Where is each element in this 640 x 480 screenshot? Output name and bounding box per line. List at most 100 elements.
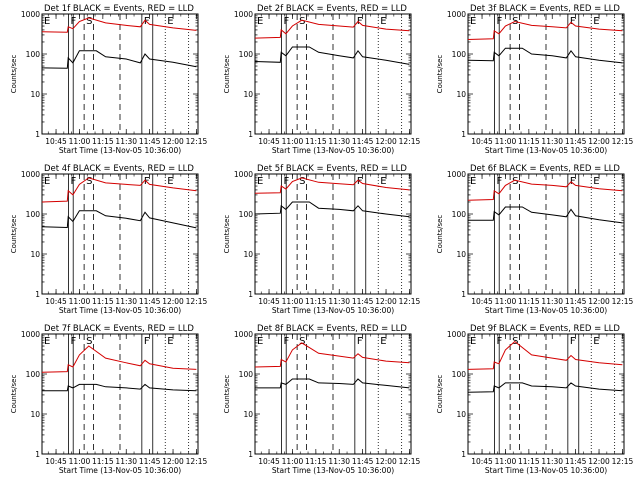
events-series-line [41,210,197,229]
x-tick-label: 11:30 [328,297,350,306]
y-axis-label: Counts/sec [436,215,444,254]
interval-marker-label: E [44,16,50,27]
panel-title: Det 7f BLACK = Events, RED = LLD [44,324,194,334]
panel-det-1: Det 1f BLACK = Events, RED = LLD 1 10 100 10… [10,4,207,155]
panel-det-3: Det 3f BLACK = Events, RED = LLD 1 10 100 10… [436,4,633,155]
y-axis-label: Counts/sec [10,375,18,414]
panel-det-9: Det 9f BLACK = Events, RED = LLD 1 10 100 10… [436,324,633,475]
interval-marker-label: F [357,16,363,27]
x-tick-label: 11:15 [92,297,114,306]
events-series-line [41,50,197,69]
x-tick-label: 10:45 [45,457,67,466]
lld-series-line [41,17,197,33]
y-tick-label: 10 [30,410,40,419]
interval-marker-label: E [257,336,263,347]
x-tick-label: 12:00 [588,137,610,146]
panel-title: Det 2f BLACK = Events, RED = LLD [257,4,407,14]
x-tick-label: 11:30 [115,137,137,146]
y-tick-label: 10 [456,90,466,99]
interval-marker-label: S [299,336,305,347]
interval-marker-label: E [470,336,476,347]
x-tick-label: 11:45 [352,457,374,466]
y-tick-label: 1 [35,130,40,139]
y-tick-label: 1000 [21,330,40,339]
interval-marker-label: F [570,16,576,27]
y-tick-label: 10 [243,250,253,259]
interval-marker-label: E [593,16,599,27]
interval-marker-label: E [380,336,386,347]
interval-marker-label: S [86,176,92,187]
interval-marker-label: E [380,16,386,27]
x-tick-label: 10:45 [258,457,280,466]
y-tick-label: 1 [461,450,466,459]
lld-series-line [467,20,623,40]
y-tick-label: 100 [26,50,41,59]
panel-det-7: Det 7f BLACK = Events, RED = LLD 1 10 100 10… [10,324,207,475]
x-axis-label: Start Time (13-Nov-05 10:36:00) [59,306,181,315]
x-axis-label: Start Time (13-Nov-05 10:36:00) [272,306,394,315]
panel-title: Det 6f BLACK = Events, RED = LLD [470,164,620,174]
x-tick-label: 11:45 [139,297,161,306]
x-tick-label: 11:45 [352,137,374,146]
y-tick-label: 100 [452,50,467,59]
panel-title: Det 1f BLACK = Events, RED = LLD [44,4,194,14]
y-tick-label: 1 [461,290,466,299]
x-tick-label: 12:15 [186,137,208,146]
interval-marker-label: E [167,176,173,187]
events-series-line [467,382,623,393]
y-axis-label: Counts/sec [10,215,18,254]
x-tick-label: 11:15 [518,137,540,146]
panel-det-8: Det 8f BLACK = Events, RED = LLD 1 10 100 10… [223,324,420,475]
x-tick-label: 12:00 [162,457,184,466]
x-tick-label: 11:30 [541,297,563,306]
x-tick-label: 12:00 [588,457,610,466]
x-tick-label: 10:45 [45,297,67,306]
x-tick-label: 10:45 [258,137,280,146]
panel-title: Det 8f BLACK = Events, RED = LLD [257,324,407,334]
interval-marker-label: S [299,16,305,27]
y-tick-label: 100 [239,210,254,219]
x-axis-label: Start Time (13-Nov-05 10:36:00) [59,146,181,155]
y-tick-label: 1000 [21,170,40,179]
x-tick-label: 11:00 [282,137,304,146]
x-tick-label: 11:15 [305,457,327,466]
x-tick-label: 12:15 [612,457,634,466]
panel-det-4: Det 4f BLACK = Events, RED = LLD 1 10 100 10… [10,164,207,315]
lld-series-line [254,19,410,39]
y-tick-label: 1 [248,130,253,139]
x-tick-label: 11:45 [565,137,587,146]
x-tick-label: 11:15 [518,297,540,306]
interval-marker-label: F [570,336,576,347]
interval-marker-label: E [470,16,476,27]
y-tick-label: 1000 [447,10,466,19]
y-axis-label: Counts/sec [436,375,444,414]
x-tick-label: 11:00 [69,137,91,146]
y-tick-label: 100 [452,370,467,379]
events-series-line [468,206,623,224]
x-tick-label: 12:15 [399,457,421,466]
x-tick-label: 11:45 [139,137,161,146]
y-axis-label: Counts/sec [223,55,231,94]
x-tick-label: 11:00 [69,297,91,306]
interval-marker-label: E [380,176,386,187]
x-axis-label: Start Time (13-Nov-05 10:36:00) [59,466,181,475]
x-tick-label: 10:45 [471,457,493,466]
y-tick-label: 10 [456,410,466,419]
x-tick-label: 12:15 [612,297,634,306]
panel-title: Det 4f BLACK = Events, RED = LLD [44,164,194,174]
y-tick-label: 1000 [21,10,40,19]
y-axis-label: Counts/sec [10,55,18,94]
panel-title: Det 9f BLACK = Events, RED = LLD [470,324,620,334]
x-tick-label: 12:00 [375,137,397,146]
x-tick-label: 12:00 [375,297,397,306]
interval-marker-label: S [512,176,518,187]
y-tick-label: 100 [239,50,254,59]
x-axis-label: Start Time (13-Nov-05 10:36:00) [485,146,607,155]
interval-marker-label: S [86,16,92,27]
interval-marker-label: E [470,176,476,187]
y-tick-label: 10 [243,410,253,419]
x-tick-label: 12:00 [162,297,184,306]
y-tick-label: 1000 [447,170,466,179]
y-tick-label: 1 [248,290,253,299]
x-tick-label: 12:00 [588,297,610,306]
